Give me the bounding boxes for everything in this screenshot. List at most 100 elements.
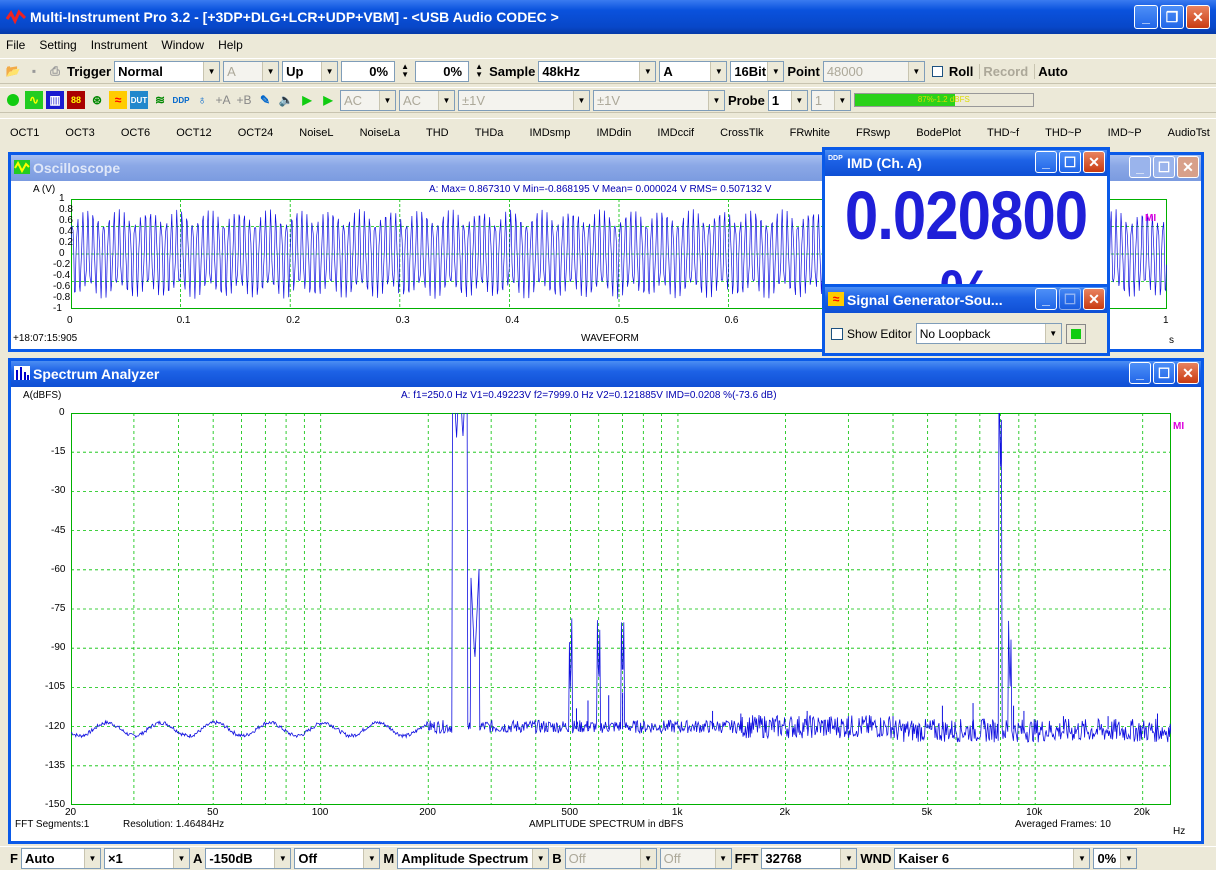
spec-ytick: -90 — [51, 642, 66, 654]
print-icon[interactable]: ⎙ — [50, 63, 60, 78]
coupling-a-select[interactable]: AC ▼ — [340, 89, 396, 111]
macro-noisel[interactable]: NoiseL — [299, 126, 334, 139]
range-b-select[interactable]: ±1V ▼ — [593, 89, 725, 111]
osc-minimize-button[interactable]: _ — [1129, 156, 1151, 178]
macro-imdsmp[interactable]: IMDsmp — [529, 126, 571, 139]
macro-noisela[interactable]: NoiseLa — [359, 126, 400, 139]
macro-bodeplot[interactable]: BodePlot — [916, 126, 961, 139]
bits-select[interactable]: 16Bit ▼ — [730, 60, 785, 82]
imd-maximize-button[interactable]: ☐ — [1059, 151, 1081, 173]
macro-crosstlk[interactable]: CrossTlk — [720, 126, 764, 139]
roll-checkbox[interactable] — [931, 65, 943, 77]
spec-maximize-button[interactable]: ☐ — [1153, 362, 1175, 384]
siggen-close-button[interactable]: ✕ — [1083, 288, 1105, 310]
ddp-icon[interactable]: ≋ — [154, 93, 166, 107]
macro-thd-f[interactable]: THD~f — [987, 126, 1020, 139]
macro-frswp[interactable]: FRswp — [856, 126, 891, 139]
macro-oct1[interactable]: OCT1 — [10, 126, 40, 139]
spectrum-mode-select[interactable]: Amplitude Spectrum ▼ — [397, 848, 550, 869]
menu-instrument[interactable]: Instrument — [90, 38, 148, 52]
run-icon[interactable] — [4, 91, 22, 109]
macro-thd-p[interactable]: THD~P — [1045, 126, 1082, 139]
zoom-select[interactable]: ×1 ▼ — [103, 848, 190, 869]
macro-imddin[interactable]: IMDdin — [596, 126, 632, 139]
dut-icon[interactable]: DUT — [130, 91, 148, 109]
spec-close-button[interactable]: ✕ — [1177, 362, 1199, 384]
imd-title-bar[interactable]: DDP IMD (Ch. A) _ ☐ ✕ — [825, 150, 1107, 176]
macro-imd-p[interactable]: IMD~P — [1107, 126, 1142, 139]
overlap-select[interactable]: 0% ▼ — [1093, 848, 1138, 869]
macro-oct3[interactable]: OCT3 — [65, 126, 95, 139]
menu-setting[interactable]: Setting — [39, 38, 77, 52]
b-option-select[interactable]: Off ▼ — [659, 848, 732, 869]
app-title-bar[interactable]: Multi-Instrument Pro 3.2 - [+3DP+DLG+LCR… — [0, 0, 1216, 34]
macro-oct6[interactable]: OCT6 — [120, 126, 151, 139]
speaker-icon[interactable]: 🔈 — [278, 93, 294, 107]
restore-button[interactable]: ❐ — [1160, 5, 1184, 29]
play-step-icon[interactable]: ▶ — [323, 93, 333, 107]
a-option-select[interactable]: Off ▼ — [294, 848, 381, 869]
sample-rate-select[interactable]: 48kHz ▼ — [538, 60, 657, 82]
probe-a-select[interactable]: 1 ▼ — [767, 89, 808, 111]
spec-ytick: -150 — [45, 799, 66, 810]
macro-thda[interactable]: THDa — [474, 126, 504, 139]
trigger-level-input[interactable]: 0% — [341, 60, 396, 82]
imd-close-button[interactable]: ✕ — [1083, 151, 1105, 173]
chevron-down-icon: ▼ — [1120, 849, 1137, 868]
siggen-run-button[interactable] — [1065, 323, 1086, 344]
loopback-select[interactable]: No Loopback ▼ — [915, 323, 1062, 344]
macro-imdccif[interactable]: IMDccif — [657, 126, 695, 139]
cursor-b-icon[interactable]: + B — [236, 93, 252, 107]
meter-icon[interactable]: 88 — [67, 91, 85, 109]
siggen-title-bar[interactable]: ≈ Signal Generator-Sou... _ ☐ ✕ — [825, 287, 1107, 313]
probe-tool-icon[interactable]: ✎ — [259, 93, 271, 107]
osc-maximize-button[interactable]: ☐ — [1153, 156, 1175, 178]
menu-window[interactable]: Window — [161, 38, 205, 52]
macro-frwhite[interactable]: FRwhite — [789, 126, 830, 139]
range-a-select[interactable]: ±1V ▼ — [458, 89, 590, 111]
trigger-edge-select[interactable]: Up ▼ — [282, 60, 339, 82]
freq-axis-select[interactable]: Auto ▼ — [20, 848, 101, 869]
phase-icon[interactable]: ⊛ — [91, 93, 103, 107]
osc-close-button[interactable]: ✕ — [1177, 156, 1199, 178]
macro-audiotst[interactable]: AudioTst — [1167, 126, 1210, 139]
macro-oct12[interactable]: OCT12 — [176, 126, 212, 139]
oscilloscope-icon[interactable]: ∿ — [25, 91, 43, 109]
spectrum-plot[interactable] — [71, 413, 1171, 805]
amp-floor-select[interactable]: -150dB ▼ — [205, 848, 292, 869]
siggen-minimize-button[interactable]: _ — [1035, 288, 1057, 310]
show-editor-checkbox[interactable] — [831, 327, 843, 340]
spectrum-icon[interactable]: ▥ — [46, 91, 64, 109]
window-select[interactable]: Kaiser 6 ▼ — [894, 848, 1091, 869]
probe-b-select[interactable]: 1 ▼ — [810, 89, 851, 111]
record-button[interactable]: Record — [979, 63, 1031, 79]
channel-select[interactable]: A ▼ — [659, 60, 728, 82]
menu-file[interactable]: File — [6, 38, 26, 52]
macro-thd[interactable]: THD — [426, 126, 449, 139]
minimize-button[interactable]: _ — [1134, 5, 1158, 29]
trigger-mode-select[interactable]: Normal ▼ — [114, 60, 221, 82]
macro-oct24[interactable]: OCT24 — [237, 126, 274, 139]
save-icon[interactable]: ▪ — [31, 64, 37, 78]
play-icon[interactable]: ▶ — [302, 93, 312, 107]
points-select[interactable]: 48000 ▼ — [822, 60, 925, 82]
bin-icon[interactable]: ♁ — [197, 93, 207, 107]
siggen-maximize-button[interactable]: ☐ — [1059, 288, 1081, 310]
menu-help[interactable]: Help — [218, 38, 243, 52]
spectrum-title-bar[interactable]: Spectrum Analyzer _ ☐ ✕ — [11, 361, 1201, 387]
trigger-channel-select[interactable]: A ▼ — [223, 60, 280, 82]
auto-button[interactable]: Auto — [1034, 63, 1071, 79]
pretrigger-input[interactable]: 0% — [415, 60, 470, 82]
pretrigger-spinner[interactable]: ▲ ▼ — [475, 62, 484, 79]
coupling-b-select[interactable]: AC ▼ — [399, 89, 455, 111]
b-select[interactable]: Off ▼ — [564, 848, 657, 869]
siggen-icon[interactable]: ≈ — [109, 91, 127, 109]
imd-minimize-button[interactable]: _ — [1035, 151, 1057, 173]
open-icon[interactable]: 📂 — [5, 64, 21, 78]
dpage-icon[interactable]: DDP — [172, 95, 190, 105]
cursor-a-icon[interactable]: + A — [215, 93, 231, 107]
spec-minimize-button[interactable]: _ — [1129, 362, 1151, 384]
trigger-level-spinner[interactable]: ▲ ▼ — [401, 62, 410, 79]
fft-size-select[interactable]: 32768 ▼ — [761, 848, 858, 869]
close-button[interactable]: ✕ — [1186, 5, 1210, 29]
